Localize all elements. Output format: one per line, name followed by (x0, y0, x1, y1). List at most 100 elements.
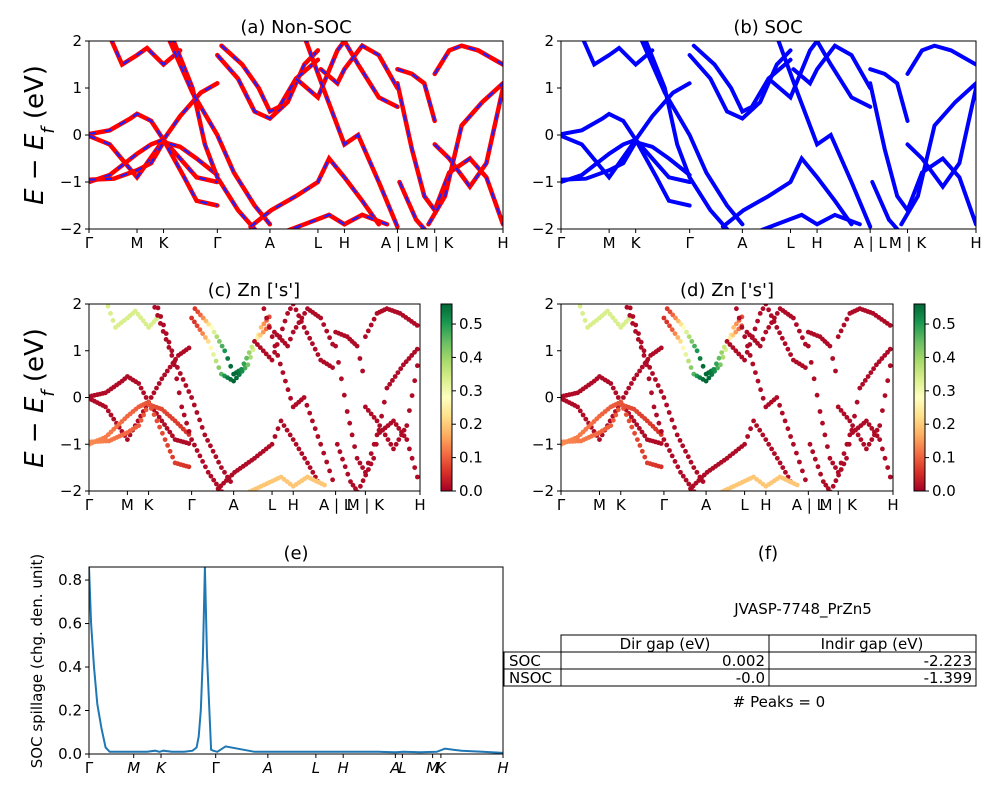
projection-point (172, 359, 178, 364)
projection-point (730, 345, 736, 350)
projection-point (661, 395, 667, 400)
projection-point (658, 389, 664, 394)
xtick-label: K (631, 234, 642, 252)
projection-point (157, 424, 163, 430)
projection-point (674, 432, 680, 438)
projection-point (340, 456, 345, 462)
projection-point (334, 441, 340, 447)
panel-b-yticks: 2 1 0 −1 −2 (532, 32, 561, 238)
projection-point (403, 359, 409, 365)
projection-point (305, 460, 310, 466)
projection-point (396, 437, 402, 442)
projection-point (287, 432, 293, 438)
projection-point (143, 407, 149, 413)
projection-point (275, 353, 281, 358)
projection-point (380, 427, 385, 433)
projection-point (160, 430, 165, 436)
projection-point (882, 455, 888, 461)
projection-point (782, 418, 788, 424)
soc-band-11 (776, 41, 873, 229)
projection-point (246, 350, 252, 355)
projection-point (686, 358, 691, 364)
projection-point (321, 322, 327, 327)
ytick-label: 0.0 (58, 745, 82, 763)
xtick-label: M (603, 234, 616, 252)
ytick-label: −1 (532, 173, 554, 191)
projection-point (650, 371, 655, 376)
ytick-label: 1 (72, 342, 82, 360)
projection-point (785, 426, 791, 432)
projection-point (672, 425, 677, 430)
projection-point (409, 455, 415, 461)
projection-point (688, 365, 694, 370)
projection-point (368, 451, 374, 456)
projection-point (861, 441, 867, 447)
projection-point (176, 390, 182, 396)
projection-point (887, 474, 893, 480)
ytick-label: 0 (72, 126, 82, 144)
projection-point (307, 410, 313, 416)
xtick-label: A (701, 496, 712, 514)
panel-c-yticks: 2 1 0 −1 −2 (60, 295, 89, 500)
projection-point (887, 346, 893, 352)
nonsoc-band-dash-15 (397, 68, 436, 122)
projection-point (415, 474, 420, 480)
projection-point (774, 455, 780, 461)
projection-point (885, 465, 891, 470)
ytick-label: 2 (72, 32, 82, 50)
projection-point (404, 437, 410, 442)
projection-point (745, 343, 750, 349)
projection-point (352, 444, 357, 449)
projection-point (158, 321, 163, 326)
projection-point (664, 306, 670, 312)
projection-point (357, 356, 363, 361)
projection-point (835, 404, 841, 410)
projection-point (365, 408, 371, 413)
projection-point (656, 420, 662, 426)
ytick-label: 2 (72, 295, 82, 313)
row-nsoc-label: NSOC (509, 669, 552, 687)
projection-point (639, 364, 645, 370)
projection-point (772, 315, 777, 321)
projection-point (827, 455, 833, 461)
projection-point (205, 339, 211, 344)
projection-point (135, 311, 141, 317)
projection-point (669, 327, 675, 333)
projection-point (293, 307, 299, 313)
gap-table (503, 634, 977, 687)
material-name: JVASP-7748_PrZn5 (733, 600, 872, 619)
projection-point (288, 336, 293, 342)
projection-point (399, 432, 404, 438)
projection-point (760, 306, 766, 312)
panel-d-projection (561, 304, 893, 491)
projection-point (333, 343, 338, 349)
projection-point (213, 358, 219, 364)
xtick-label: A | L (854, 234, 888, 252)
projection-point (874, 427, 880, 433)
colorbar-tick-label: 0.1 (932, 449, 956, 467)
panel-f-title: (f) (758, 543, 778, 564)
projection-point (219, 343, 225, 349)
projection-point (293, 325, 299, 330)
projection-point (263, 351, 269, 357)
projection-point (216, 365, 222, 370)
projection-point (597, 437, 602, 442)
ytick-label: −1 (60, 173, 82, 191)
projection-point (659, 429, 664, 434)
projection-point (244, 355, 250, 361)
panel-c-title: (c) Zn ['s'] (208, 280, 300, 301)
projection-point (231, 378, 237, 384)
projection-point (203, 335, 208, 340)
projection-point (105, 408, 111, 414)
projection-point (363, 334, 368, 340)
projection-point (167, 448, 173, 454)
projection-point (393, 441, 399, 447)
projection-point (318, 441, 324, 447)
projection-point (675, 335, 681, 340)
projection-point (815, 464, 821, 470)
projection-point (363, 472, 369, 478)
projection-point (836, 472, 841, 478)
